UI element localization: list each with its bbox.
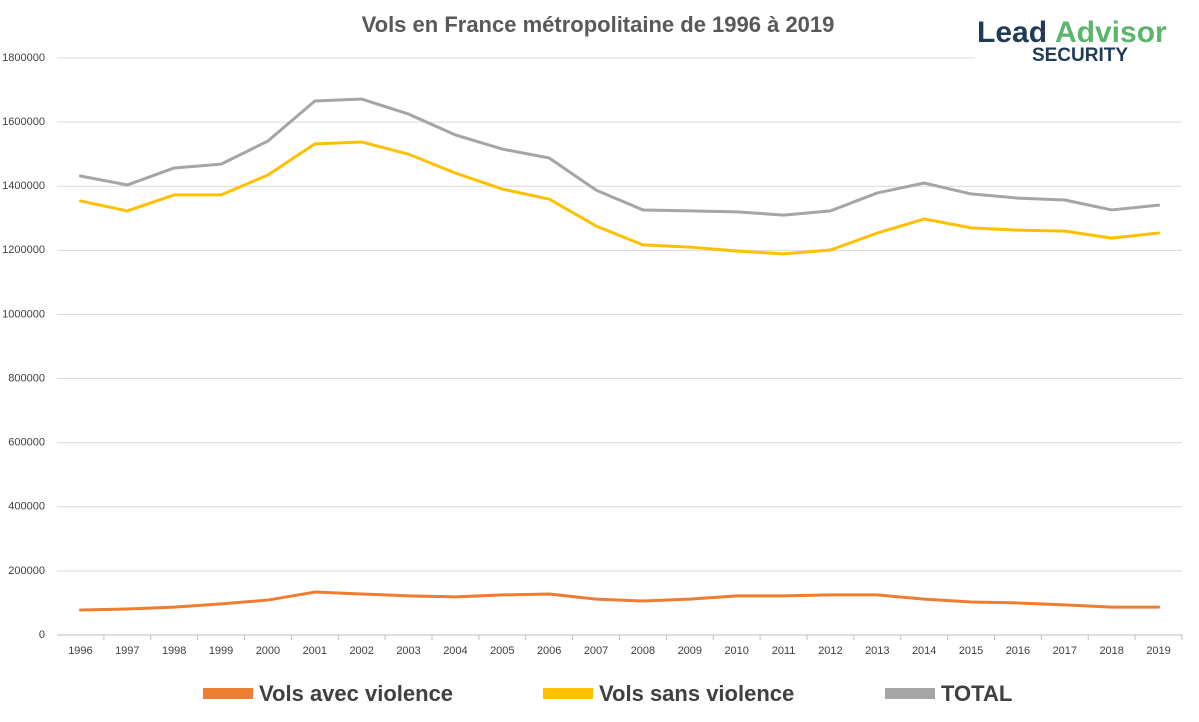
legend-swatch: [203, 688, 253, 699]
y-tick-label: 200000: [8, 565, 45, 577]
x-tick-label: 2016: [1006, 645, 1030, 657]
x-tick-label: 2001: [303, 645, 327, 657]
legend-label: Vols sans violence: [599, 681, 794, 706]
x-tick-label: 1996: [68, 645, 92, 657]
x-tick-label: 2010: [724, 645, 748, 657]
y-tick-label: 1800000: [2, 52, 45, 64]
x-tick-label: 1997: [115, 645, 139, 657]
x-tick-label: 2008: [631, 645, 655, 657]
x-tick-label: 2013: [865, 645, 889, 657]
x-tick-label: 2019: [1146, 645, 1170, 657]
x-tick-label: 2017: [1053, 645, 1077, 657]
series-line: [78, 590, 1161, 612]
logo-lead: Lead: [977, 16, 1047, 49]
series-line: [78, 140, 1161, 256]
logo-security: SECURITY: [1032, 45, 1128, 66]
y-tick-label: 1400000: [2, 180, 45, 192]
y-tick-label: 600000: [8, 437, 45, 449]
chart-title: Vols en France métropolitaine de 1996 à …: [362, 12, 835, 37]
x-tick-label: 1998: [162, 645, 186, 657]
y-tick-label: 400000: [8, 501, 45, 513]
x-tick-label: 2002: [349, 645, 373, 657]
x-tick-label: 2006: [537, 645, 561, 657]
plot-area: 0 200000 400000 600000 800000 1000000 1200000 1…: [2, 52, 1183, 706]
legend-swatch: [885, 688, 935, 699]
legend-swatch: [543, 688, 593, 699]
x-tick-label: 2012: [818, 645, 842, 657]
x-tick-label: 2014: [912, 645, 936, 657]
x-tick-label: 2003: [396, 645, 420, 657]
y-tick-label: 1000000: [2, 308, 45, 320]
x-tick-label: 2000: [256, 645, 280, 657]
x-tick-label: 2015: [959, 645, 983, 657]
x-tick-label: 1999: [209, 645, 233, 657]
legend-label: TOTAL: [941, 681, 1012, 706]
logo-background: [975, 10, 1190, 68]
x-tick-label: 2011: [772, 645, 796, 657]
y-tick-label: 800000: [8, 372, 45, 384]
logo-advisor: Advisor: [1055, 16, 1167, 49]
y-tick-label: 1200000: [2, 244, 45, 256]
y-tick-label: 0: [39, 629, 45, 641]
x-tick-label: 2004: [443, 645, 467, 657]
series-line: [78, 97, 1161, 217]
x-tick-label: 2018: [1099, 645, 1123, 657]
x-tick-label: 2005: [490, 645, 514, 657]
x-tick-label: 2009: [678, 645, 702, 657]
legend-label: Vols avec violence: [259, 681, 453, 706]
x-tick-label: 2007: [584, 645, 608, 657]
y-tick-label: 1600000: [2, 116, 45, 128]
